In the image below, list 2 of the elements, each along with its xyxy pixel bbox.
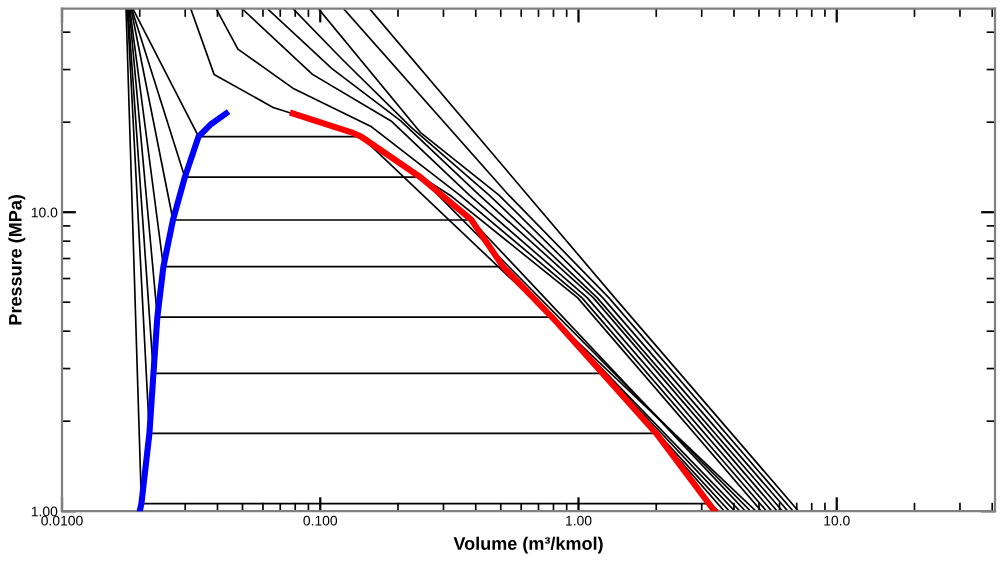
y-axis-title: Pressure (MPa) bbox=[8, 195, 26, 325]
x-axis-title: Volume (m³/kmol) bbox=[453, 536, 603, 554]
